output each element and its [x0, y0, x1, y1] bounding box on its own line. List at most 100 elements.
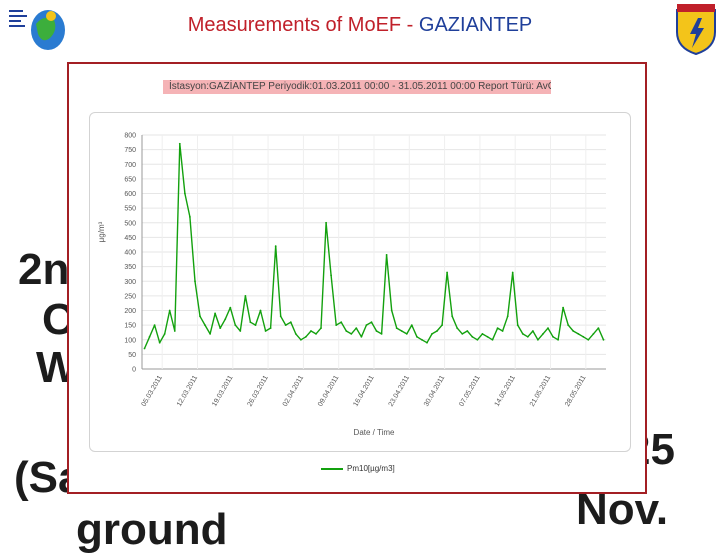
data-point — [476, 338, 479, 341]
data-point — [451, 315, 454, 318]
data-point — [496, 327, 499, 329]
series-line — [143, 143, 605, 349]
data-point — [325, 221, 327, 224]
data-point — [355, 327, 358, 329]
data-point — [405, 333, 408, 335]
y-tick-label: 300 — [124, 279, 136, 286]
data-point — [481, 333, 484, 335]
data-point — [390, 309, 393, 312]
y-tick-label: 0 — [132, 367, 136, 374]
data-point — [491, 338, 494, 341]
legend-swatch — [321, 467, 343, 470]
y-tick-label: 50 — [128, 352, 136, 359]
data-point — [400, 330, 403, 332]
data-point — [300, 338, 302, 341]
x-tick-label: 07.05.2011 — [458, 374, 481, 407]
data-point — [557, 338, 559, 341]
data-point — [350, 333, 353, 335]
slide-title-city: GAZIANTEP — [418, 14, 533, 36]
data-point — [416, 335, 418, 338]
legend-label: Pm10[µg/m3] — [347, 464, 395, 473]
data-point — [547, 327, 549, 329]
y-tick-label: 100 — [124, 337, 136, 344]
behind-text-5: ground — [76, 505, 228, 554]
y-tick-label: 450 — [124, 235, 136, 242]
data-point — [279, 315, 282, 318]
data-point — [466, 330, 469, 332]
data-point — [436, 330, 438, 332]
data-point — [577, 333, 580, 335]
x-tick-label: 02.04.2011 — [282, 374, 305, 407]
data-point — [153, 324, 156, 326]
data-point — [294, 333, 297, 335]
data-point — [289, 321, 292, 324]
data-point — [537, 338, 539, 341]
data-point — [194, 280, 196, 283]
pm10-line-chart: 0 50 100 150 200 250 300 350 400 450 500 550 600 650 7… — [97, 133, 606, 437]
y-tick-label: 750 — [124, 147, 136, 154]
data-point — [335, 324, 338, 326]
x-tick-label: 23.04.2011 — [388, 374, 411, 407]
data-point — [501, 330, 504, 332]
data-point — [214, 312, 216, 315]
data-point — [189, 216, 191, 218]
behind-text-7: Nov. — [576, 485, 669, 534]
data-point — [184, 192, 186, 195]
data-point — [345, 330, 348, 332]
y-tick-label: 350 — [124, 264, 136, 271]
x-tick-label: 28.05.2011 — [564, 374, 587, 407]
data-point — [224, 318, 227, 321]
data-point — [410, 324, 413, 326]
data-point — [395, 327, 398, 329]
data-point — [587, 338, 590, 341]
data-point — [274, 245, 277, 248]
data-point — [173, 330, 176, 332]
y-tick-label: 650 — [124, 176, 136, 183]
data-point — [446, 271, 448, 274]
slide-title: Measurements of MoEF - GAZIANTEP — [0, 14, 720, 37]
data-point — [269, 327, 272, 329]
data-point — [158, 341, 161, 344]
data-point — [199, 315, 201, 318]
y-tick-label: 800 — [124, 133, 136, 140]
behind-text-1: 2n — [18, 245, 70, 294]
chart-legend: Pm10[µg/m3] — [321, 464, 395, 473]
data-point — [426, 341, 428, 344]
data-point — [239, 330, 242, 332]
data-point — [244, 295, 247, 297]
data-point — [148, 335, 151, 338]
x-tick-label: 14.05.2011 — [494, 374, 517, 407]
y-tick-label: 550 — [124, 206, 136, 213]
data-point — [284, 324, 287, 326]
data-point — [526, 335, 529, 338]
data-point — [340, 321, 343, 324]
y-tick-label: 250 — [124, 293, 136, 300]
data-point — [310, 330, 312, 332]
data-point — [385, 254, 388, 256]
y-tick-label: 400 — [124, 250, 136, 257]
chart-panel: 0 50 100 150 200 250 300 350 400 450 500 550 600 650 7… — [89, 112, 631, 452]
y-tick-label: 500 — [124, 220, 136, 227]
data-point — [516, 324, 519, 326]
data-point — [582, 335, 585, 338]
data-point — [305, 335, 307, 338]
data-point — [461, 333, 464, 335]
y-tick-label: 600 — [124, 191, 136, 198]
x-tick-label: 16.04.2011 — [352, 374, 375, 407]
data-point — [456, 327, 459, 329]
data-point — [375, 330, 378, 332]
y-tick-label: 700 — [124, 162, 136, 169]
y-tick-label: 150 — [124, 323, 136, 330]
data-point — [421, 338, 423, 341]
data-point — [229, 306, 232, 309]
ministry-logo — [6, 4, 68, 56]
x-tick-label: 19.03.2011 — [211, 374, 234, 407]
data-point — [441, 324, 443, 326]
data-point — [370, 321, 373, 324]
x-tick-label: 30.04.2011 — [423, 374, 446, 407]
data-point — [431, 333, 433, 335]
data-point — [572, 330, 575, 332]
data-point — [542, 333, 544, 335]
data-point — [471, 335, 474, 338]
data-point — [365, 324, 368, 326]
